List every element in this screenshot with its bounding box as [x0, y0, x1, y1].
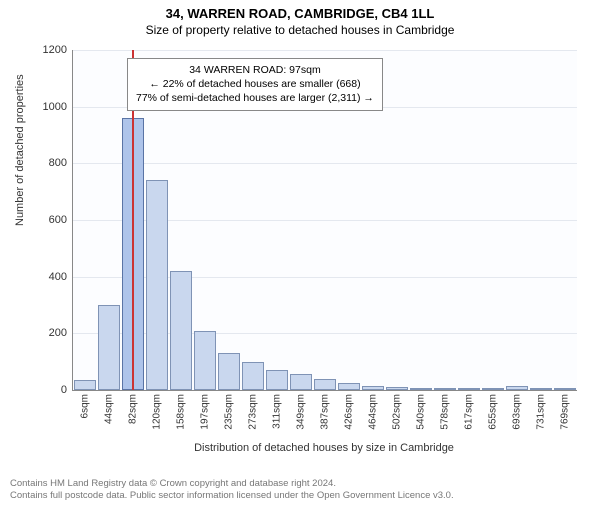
x-tick-label: 693sqm [512, 394, 523, 430]
x-tick-label: 731sqm [536, 394, 547, 430]
gridline [73, 163, 577, 164]
annotation-line: 77% of semi-detached houses are larger (… [136, 91, 374, 105]
annotation-line: ← 22% of detached houses are smaller (66… [136, 77, 374, 91]
histogram-bar [458, 388, 481, 390]
x-tick-label: 387sqm [320, 394, 331, 430]
histogram-bar [554, 388, 577, 390]
histogram-bar [530, 388, 553, 390]
x-tick-label: 502sqm [392, 394, 403, 430]
y-tick-label: 1000 [43, 101, 73, 113]
x-tick-label: 82sqm [128, 394, 139, 424]
x-tick-label: 426sqm [344, 394, 355, 430]
page-title: 34, WARREN ROAD, CAMBRIDGE, CB4 1LL [0, 6, 600, 21]
histogram-bar [146, 180, 169, 390]
annotation-box: 34 WARREN ROAD: 97sqm← 22% of detached h… [127, 58, 383, 111]
x-tick-label: 540sqm [416, 394, 427, 430]
histogram-bar [506, 386, 529, 390]
y-tick-label: 1200 [43, 44, 73, 56]
histogram-bar [338, 383, 361, 390]
histogram-bar [434, 388, 457, 390]
x-tick-label: 197sqm [200, 394, 211, 430]
footer-line-1: Contains HM Land Registry data © Crown c… [10, 478, 454, 490]
x-tick-label: 44sqm [104, 394, 115, 424]
x-tick-label: 769sqm [560, 394, 571, 430]
histogram-bar [98, 305, 121, 390]
histogram-bar [482, 388, 505, 390]
x-tick-label: 6sqm [80, 394, 91, 418]
histogram-bar [386, 387, 409, 390]
histogram-bar [290, 374, 313, 390]
x-tick-label: 311sqm [272, 394, 283, 429]
histogram-bar [218, 353, 241, 390]
x-tick-label: 273sqm [248, 394, 259, 430]
y-axis-label: Number of detached properties [14, 74, 26, 226]
x-tick-label: 349sqm [296, 394, 307, 430]
histogram-bar [266, 370, 289, 390]
x-tick-label: 578sqm [440, 394, 451, 430]
y-tick-label: 400 [49, 271, 73, 283]
histogram-bar [410, 388, 433, 390]
x-axis-label: Distribution of detached houses by size … [72, 442, 576, 454]
histogram-bar [242, 362, 265, 390]
histogram-bar [194, 331, 217, 391]
y-tick-label: 200 [49, 327, 73, 339]
x-tick-label: 464sqm [368, 394, 379, 430]
footer-line-2: Contains full postcode data. Public sect… [10, 490, 454, 502]
histogram-bar [362, 386, 385, 390]
gridline [73, 50, 577, 51]
y-tick-label: 800 [49, 157, 73, 169]
x-tick-label: 158sqm [176, 394, 187, 430]
x-tick-label: 235sqm [224, 394, 235, 430]
x-tick-label: 120sqm [152, 394, 163, 430]
x-tick-label: 617sqm [464, 394, 475, 430]
histogram-bar [314, 379, 337, 390]
y-tick-label: 600 [49, 214, 73, 226]
chart-subtitle: Size of property relative to detached ho… [0, 23, 600, 37]
plot-area: 0200400600800100012006sqm44sqm82sqm120sq… [72, 50, 577, 391]
histogram-bar [170, 271, 193, 390]
footer-attribution: Contains HM Land Registry data © Crown c… [10, 478, 454, 502]
chart-area: 0200400600800100012006sqm44sqm82sqm120sq… [72, 50, 576, 410]
histogram-bar [74, 380, 97, 390]
y-tick-label: 0 [61, 384, 73, 396]
x-tick-label: 655sqm [488, 394, 499, 430]
annotation-line: 34 WARREN ROAD: 97sqm [136, 63, 374, 77]
